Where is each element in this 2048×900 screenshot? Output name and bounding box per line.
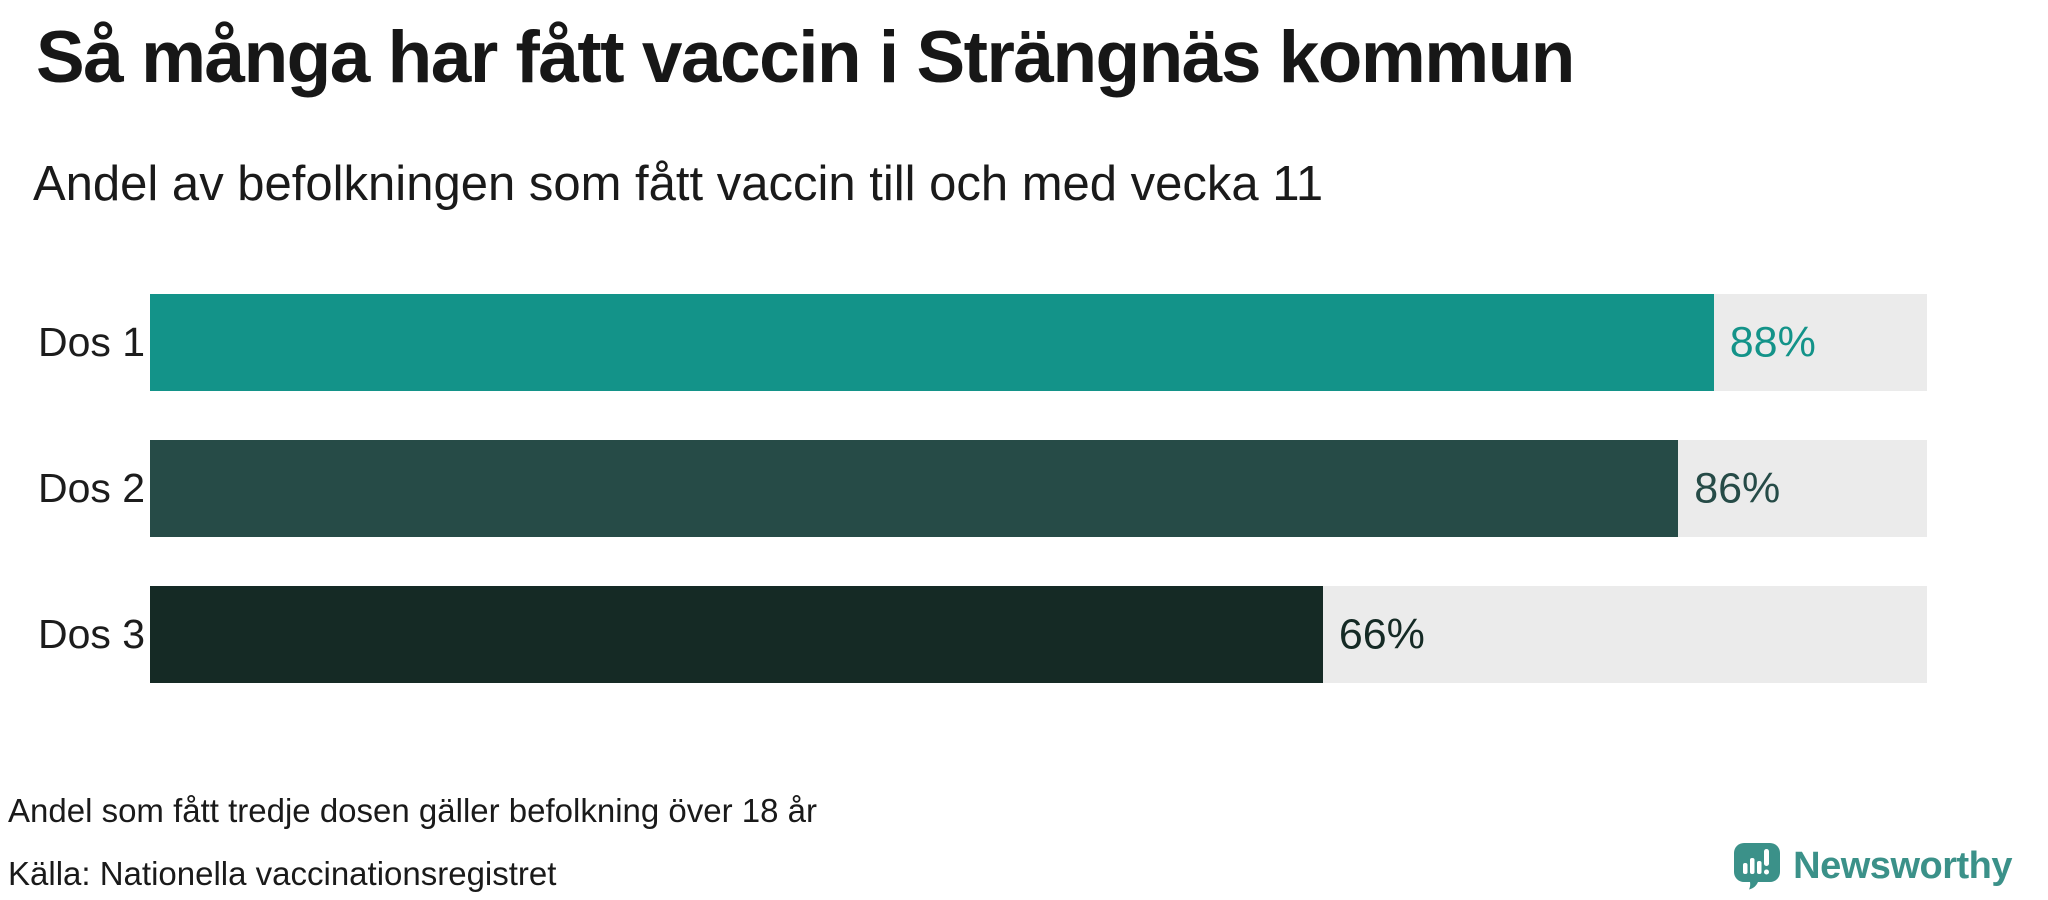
bar-row: Dos 1 88% [0, 294, 2048, 391]
bar-track: 86% [150, 440, 1927, 537]
bar-category-label: Dos 3 [38, 611, 146, 657]
chart-subtitle: Andel av befolkningen som fått vaccin ti… [33, 157, 1324, 211]
newsworthy-logo-icon [1733, 842, 1781, 890]
bar-fill [150, 294, 1714, 391]
chart-title: Så många har fått vaccin i Strängnäs kom… [36, 17, 1575, 98]
bar-value-label: 66% [1338, 610, 1425, 658]
newsworthy-logo: Newsworthy [1733, 842, 2012, 890]
bar-row: Dos 2 86% [0, 440, 2048, 537]
bar-chart: Dos 1 88% Dos 2 86% Dos 3 66% [0, 294, 2048, 732]
bar-category-label: Dos 2 [38, 465, 146, 511]
chart-source: Källa: Nationella vaccinationsregistret [8, 855, 557, 892]
bar-fill [150, 586, 1323, 683]
bar-value-label: 86% [1694, 464, 1781, 512]
bar-value-label: 88% [1729, 318, 1816, 366]
chart-footnote: Andel som fått tredje dosen gäller befol… [8, 792, 817, 829]
bar-fill [150, 440, 1679, 537]
bar-row: Dos 3 66% [0, 586, 2048, 683]
bar-category-label: Dos 1 [38, 319, 146, 365]
newsworthy-logo-text: Newsworthy [1793, 844, 2012, 887]
bar-track: 88% [150, 294, 1927, 391]
bar-track: 66% [150, 586, 1927, 683]
